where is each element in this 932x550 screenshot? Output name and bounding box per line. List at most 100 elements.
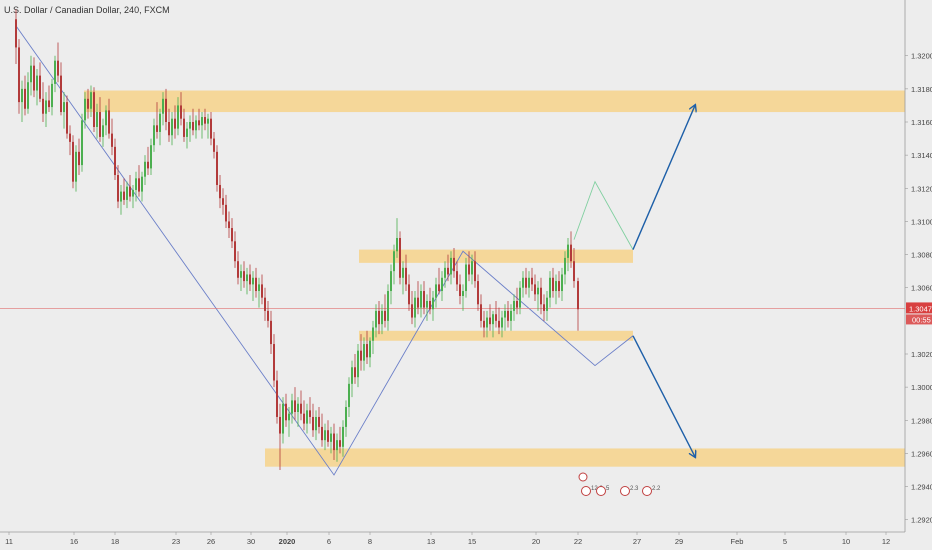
candle-body	[168, 122, 170, 136]
candle-body	[531, 277, 533, 285]
projection-path	[573, 180, 634, 250]
candle-body	[297, 403, 299, 412]
candle-body	[126, 186, 128, 200]
candle-body	[537, 287, 539, 295]
candle-body	[144, 161, 146, 177]
price-tag-label: 1.30475	[909, 304, 932, 313]
countdown-label: 00:55	[912, 315, 931, 324]
candle-body	[429, 300, 431, 310]
x-tick-label: 10	[842, 537, 850, 546]
candle-body	[426, 300, 428, 308]
sr-zone	[84, 90, 905, 113]
candle-body	[363, 344, 365, 361]
candle-body	[33, 65, 35, 91]
candle-body	[216, 151, 218, 185]
x-tick-label: 11	[5, 537, 13, 546]
event-marker-top	[578, 472, 588, 482]
candle-body	[111, 133, 113, 147]
y-tick-label: 1.32000	[911, 52, 932, 61]
candle-body	[471, 261, 473, 275]
candle-body	[447, 267, 449, 275]
candle-body	[438, 284, 440, 292]
candle-body	[336, 440, 338, 451]
candle-body	[93, 92, 95, 127]
candle-body	[81, 120, 83, 166]
candle-body	[105, 110, 107, 126]
countdown-tag	[906, 314, 932, 325]
candles-layer	[15, 9, 579, 470]
x-tick-label: 23	[172, 537, 180, 546]
chart-title: U.S. Dollar / Canadian Dollar, 240, FXCM	[4, 5, 170, 15]
candle-body	[522, 277, 524, 288]
zones-layer	[84, 90, 905, 467]
candle-body	[552, 277, 554, 292]
candle-body	[498, 320, 500, 328]
candle-body	[183, 118, 185, 137]
candle-body	[453, 257, 455, 272]
candle-body	[318, 416, 320, 427]
x-tick-label: 22	[574, 537, 582, 546]
candle-body	[132, 189, 134, 197]
y-tick-label: 1.30800	[911, 251, 932, 260]
event-markers-layer: 12.252.32.2	[578, 472, 661, 496]
candle-body	[423, 291, 425, 308]
candle-body	[69, 133, 71, 142]
event-marker-flag	[596, 486, 606, 496]
candle-body	[273, 344, 275, 381]
candle-body	[495, 314, 497, 321]
candle-body	[549, 277, 551, 298]
candle-body	[462, 291, 464, 296]
event-marker-label: 5	[606, 486, 610, 492]
sr-zone	[265, 448, 905, 467]
candle-body	[390, 271, 392, 292]
candle-body	[291, 400, 293, 414]
x-tick-label: 6	[327, 537, 331, 546]
candle-body	[414, 297, 416, 318]
candle-body	[393, 251, 395, 272]
x-tick-label: 27	[633, 537, 641, 546]
candle-body	[171, 118, 173, 136]
candle-body	[84, 98, 86, 121]
candle-body	[141, 176, 143, 192]
candle-body	[411, 304, 413, 318]
candle-body	[249, 274, 251, 285]
candle-body	[327, 430, 329, 442]
candle-body	[129, 186, 131, 197]
candle-body	[72, 141, 74, 182]
candle-body	[201, 117, 203, 126]
candle-body	[54, 60, 56, 84]
event-marker-label: 2.2	[652, 486, 661, 492]
candle-body	[123, 191, 125, 200]
x-tick-label: 20	[532, 537, 540, 546]
candle-body	[525, 277, 527, 288]
candle-body	[456, 271, 458, 285]
candle-body	[255, 277, 257, 292]
candle-body	[174, 118, 176, 129]
candle-body	[15, 19, 17, 48]
candle-body	[276, 380, 278, 417]
candle-body	[258, 284, 260, 292]
candle-body	[180, 105, 182, 119]
candle-body	[78, 151, 80, 166]
candle-body	[459, 284, 461, 296]
candle-body	[381, 310, 383, 325]
candle-body	[303, 413, 305, 424]
candle-body	[27, 82, 29, 109]
candle-body	[210, 118, 212, 139]
candle-body	[387, 291, 389, 321]
candle-body	[348, 383, 350, 408]
candle-body	[102, 125, 104, 137]
projection-arrow	[632, 335, 695, 457]
candle-body	[510, 310, 512, 321]
candle-body	[267, 310, 269, 321]
candle-body	[87, 98, 89, 109]
candle-body	[114, 146, 116, 176]
x-tick-label: 26	[207, 537, 215, 546]
y-tick-label: 1.30600	[911, 284, 932, 293]
candle-body	[444, 267, 446, 278]
candle-body	[396, 238, 398, 252]
event-marker-flag	[620, 486, 630, 496]
candle-body	[483, 320, 485, 328]
